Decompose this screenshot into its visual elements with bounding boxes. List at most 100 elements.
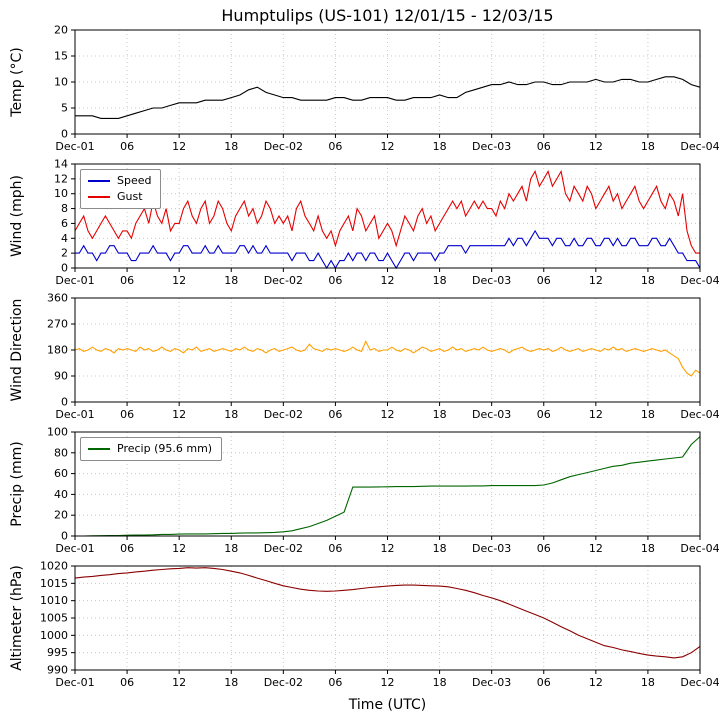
xtick-label: 18: [641, 542, 655, 555]
ylabel-wind-direction: Wind Direction: [9, 298, 25, 402]
ytick-label: 15: [54, 50, 68, 63]
xtick-label: 06: [537, 542, 551, 555]
ytick-label: 6: [61, 217, 68, 230]
ytick-label: 180: [47, 344, 68, 357]
xtick-label: Dec-01: [55, 542, 94, 555]
xtick-label: Dec-01: [55, 408, 94, 421]
xtick-label: 12: [381, 408, 395, 421]
precip-swatch: [88, 448, 110, 450]
xtick-label: Dec-04: [680, 676, 719, 689]
xtick-label: 12: [172, 676, 186, 689]
ytick-label: 10: [54, 187, 68, 200]
xtick-label: 12: [172, 542, 186, 555]
xtick-label: 06: [120, 140, 134, 153]
series-line-direction: [74, 339, 701, 377]
xtick-label: 12: [381, 274, 395, 287]
xtick-label: 12: [589, 676, 603, 689]
speed-swatch: [88, 180, 110, 182]
ytick-label: 4: [61, 232, 68, 245]
speed-legend-label: Speed: [117, 174, 152, 187]
xtick-label: 18: [433, 676, 447, 689]
xtick-label: 12: [381, 676, 395, 689]
plot-border: [74, 565, 701, 671]
ytick-label: 360: [47, 292, 68, 305]
xtick-label: 18: [224, 676, 238, 689]
wind-legend: Speed Gust: [80, 169, 162, 209]
chart-title: Humptulips (US-101) 12/01/15 - 12/03/15: [221, 6, 554, 25]
xtick-label: Dec-02: [264, 140, 303, 153]
subplot-precip: 0 20 40 60 80 100 Dec-01 06 12 18 Dec-02 06 12 18 Dec-…: [47, 426, 720, 556]
xtick-label: Dec-02: [264, 408, 303, 421]
xtick-label: 06: [120, 408, 134, 421]
xtick-label: 18: [224, 274, 238, 287]
xtick-label: Dec-01: [55, 274, 94, 287]
xtick-label: 18: [641, 408, 655, 421]
ytick-label: 90: [54, 370, 68, 383]
xtick-label: 12: [589, 408, 603, 421]
xtick-label: 12: [589, 542, 603, 555]
xlabel-time: Time (UTC): [348, 697, 427, 713]
xtick-label: 18: [641, 140, 655, 153]
xtick-label: 06: [120, 676, 134, 689]
series-line-precip-95-6-mm: [75, 436, 701, 537]
ytick-label: 8: [61, 202, 68, 215]
plot-border: [74, 431, 701, 537]
xtick-label: Dec-01: [55, 140, 94, 153]
series-line-gust: [74, 169, 700, 254]
ytick-label: 0: [61, 128, 68, 141]
xtick-label: 18: [641, 274, 655, 287]
xtick-label: 18: [433, 140, 447, 153]
xtick-label: 06: [328, 676, 342, 689]
xtick-label: 06: [537, 408, 551, 421]
xtick-label: 12: [172, 140, 186, 153]
ytick-label: 2: [61, 247, 68, 260]
ytick-label: 1015: [40, 577, 68, 590]
wind-legend-row-speed: Speed: [88, 173, 151, 189]
xtick-label: 06: [328, 408, 342, 421]
subplot-temperature: 0 5 10 15 20 Dec-01 06 12 18 Dec-02 06 12 18 Dec-03 06…: [54, 24, 720, 154]
gust-swatch: [88, 196, 110, 198]
ytick-label: 990: [47, 664, 68, 677]
ytick-label: 1000: [40, 629, 68, 642]
ytick-label: 12: [54, 172, 68, 185]
ytick-label: 0: [61, 530, 68, 543]
xtick-label: 12: [172, 408, 186, 421]
xtick-label: Dec-02: [264, 542, 303, 555]
xtick-label: 18: [433, 408, 447, 421]
xtick-label: 06: [537, 274, 551, 287]
ytick-label: 0: [61, 396, 68, 409]
series-line-temp: [75, 76, 701, 119]
ytick-label: 995: [47, 646, 68, 659]
xtick-label: 18: [641, 676, 655, 689]
xtick-label: 18: [224, 542, 238, 555]
xtick-label: Dec-02: [264, 676, 303, 689]
precip-legend-row: Precip (95.6 mm): [88, 441, 212, 457]
ytick-label: 60: [54, 467, 68, 480]
ylabel-precip: Precip (mm): [9, 441, 25, 527]
plot-border: [74, 163, 701, 269]
xtick-label: Dec-03: [472, 408, 511, 421]
series-line-speed: [75, 229, 701, 270]
xtick-label: 06: [328, 542, 342, 555]
ytick-label: 270: [47, 318, 68, 331]
ytick-label: 20: [54, 24, 68, 37]
xtick-label: 12: [172, 274, 186, 287]
xtick-label: 12: [589, 140, 603, 153]
ytick-label: 80: [54, 446, 68, 459]
plot-border: [74, 29, 701, 135]
ytick-label: 1005: [40, 612, 68, 625]
xtick-label: Dec-03: [472, 542, 511, 555]
xtick-label: 06: [328, 140, 342, 153]
xtick-label: Dec-03: [472, 274, 511, 287]
subplot-altimeter: 990 995 1000 1005 1010 1015 1020 Dec-01 06 12 18 De…: [40, 560, 720, 690]
xtick-label: 06: [537, 676, 551, 689]
series-line-altimeter: [74, 567, 701, 659]
ytick-label: 20: [54, 509, 68, 522]
precip-legend-label: Precip (95.6 mm): [117, 442, 213, 455]
wind-legend-row-gust: Gust: [88, 189, 151, 205]
xtick-label: Dec-04: [680, 274, 719, 287]
ytick-label: 0: [61, 262, 68, 275]
xtick-label: 06: [537, 140, 551, 153]
ytick-label: 14: [54, 158, 68, 171]
